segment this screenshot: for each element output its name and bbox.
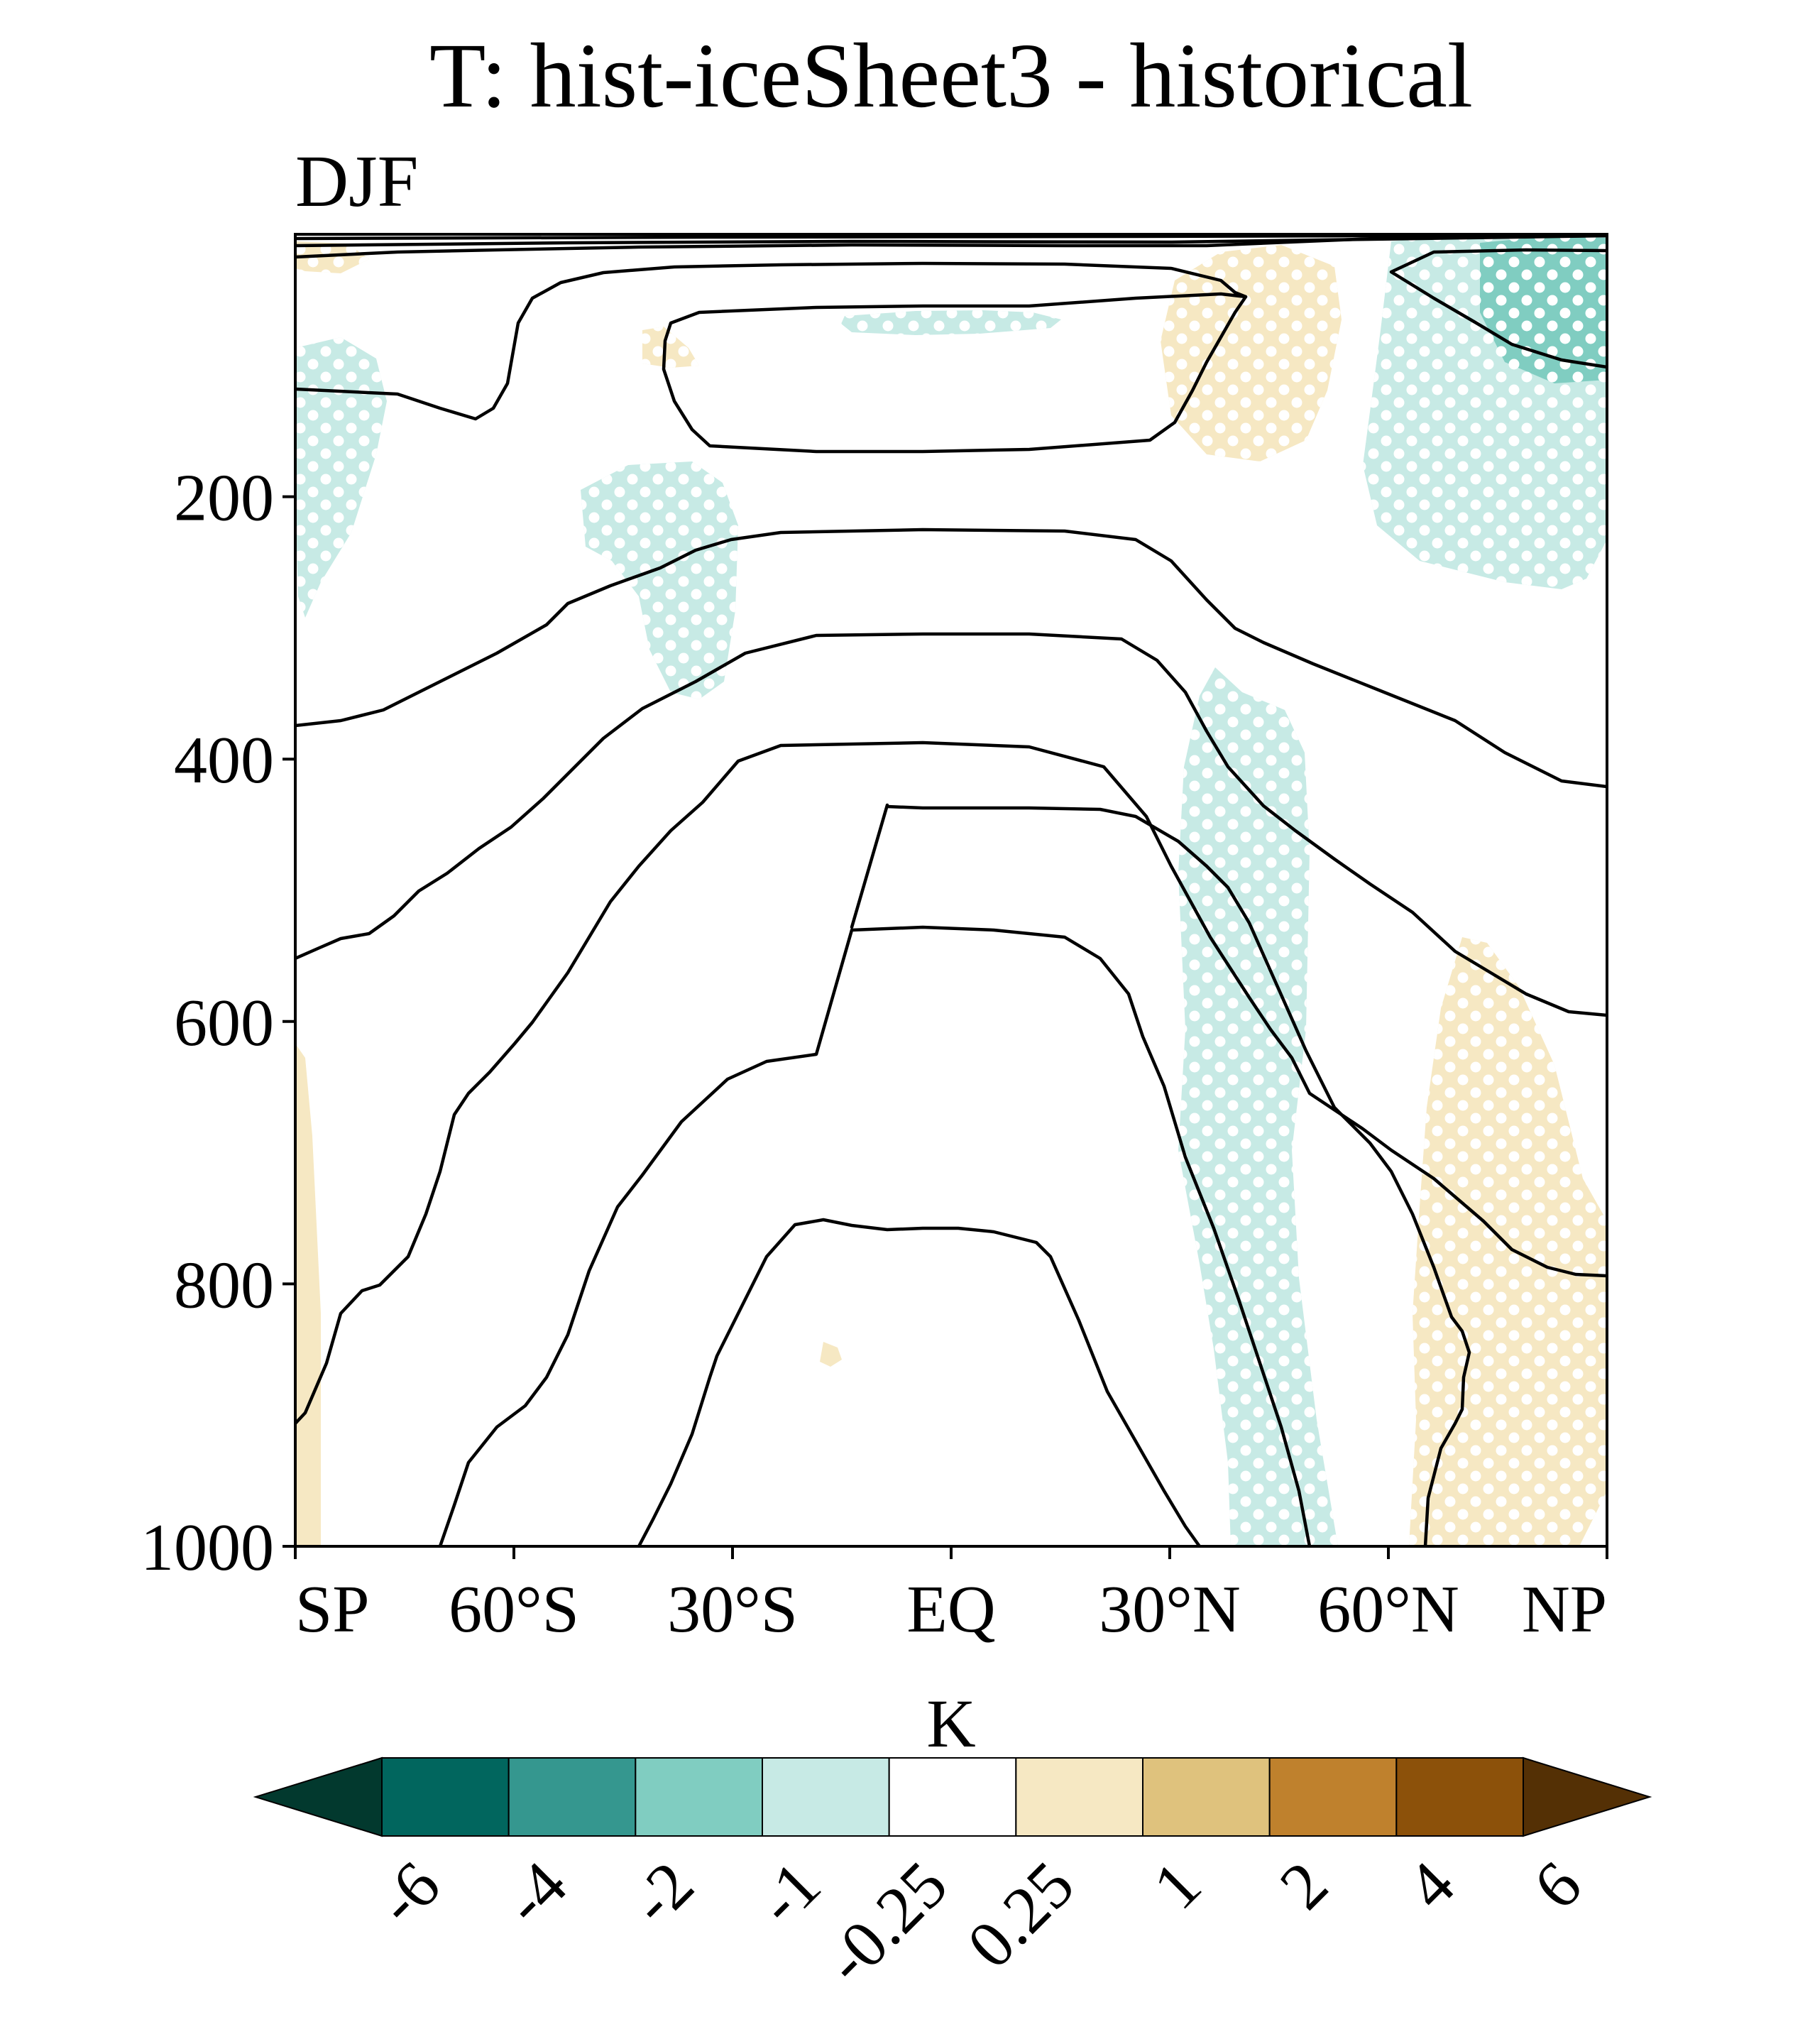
significance-stippling bbox=[295, 236, 1607, 1546]
contour-line bbox=[637, 1218, 1202, 1546]
colorbar-segment bbox=[888, 1757, 1017, 1837]
contour-line bbox=[662, 292, 1248, 454]
colorbar-segment bbox=[1015, 1757, 1144, 1837]
colorbar-tick-label: 0.25 bbox=[953, 1847, 1088, 1982]
colorbar-segment bbox=[1142, 1757, 1271, 1837]
contour-line bbox=[295, 528, 1607, 789]
y-tick-label: 800 bbox=[174, 1248, 274, 1322]
colorbar-segment bbox=[762, 1757, 890, 1837]
x-tick-label: 30°N bbox=[1099, 1573, 1240, 1646]
colorbar-tick-label: -6 bbox=[363, 1847, 454, 1939]
plot-area bbox=[295, 234, 1607, 1546]
stipple-region bbox=[1409, 937, 1607, 1546]
contour-line bbox=[295, 632, 1607, 1017]
contour-line bbox=[1389, 248, 1607, 369]
stipple-region bbox=[295, 241, 369, 273]
stipple-region bbox=[1178, 667, 1338, 1546]
y-axis: 200 400 600 800 1000 bbox=[141, 461, 295, 1585]
stipple-region bbox=[1161, 245, 1342, 461]
x-tick-label: 60°N bbox=[1317, 1573, 1459, 1646]
x-tick-label: 30°S bbox=[667, 1573, 798, 1646]
anomaly-region bbox=[820, 1342, 842, 1367]
stipple-region bbox=[1363, 236, 1607, 589]
colorbar-segment bbox=[1395, 1757, 1525, 1837]
anomaly-region bbox=[295, 1044, 321, 1546]
stipple-region bbox=[841, 310, 1061, 335]
colorbar-segment bbox=[381, 1757, 510, 1837]
colorbar-tick-label: 6 bbox=[1520, 1847, 1596, 1923]
y-tick-label: 1000 bbox=[141, 1511, 274, 1585]
x-tick-label: EQ bbox=[906, 1573, 995, 1646]
colorbar-tick-label: -2 bbox=[616, 1847, 708, 1939]
colorbar-segment bbox=[635, 1757, 763, 1837]
colorbar-segment bbox=[1268, 1757, 1398, 1837]
y-tick-label: 400 bbox=[174, 723, 274, 797]
stipple-region bbox=[642, 327, 699, 368]
colorbar-tick-label: -4 bbox=[490, 1847, 581, 1939]
colorbar-tick-label: 1 bbox=[1139, 1847, 1215, 1923]
colorbar-tick-label: -0.25 bbox=[811, 1847, 961, 1998]
contour-line bbox=[295, 740, 1607, 1426]
stipple-region bbox=[581, 461, 738, 699]
colorbar-label: K bbox=[926, 1685, 975, 1761]
x-tick-label: 60°S bbox=[449, 1573, 579, 1646]
contour-line bbox=[295, 234, 1607, 259]
y-tick-label: 600 bbox=[174, 986, 274, 1060]
contour-line bbox=[850, 803, 1471, 1546]
contour-line bbox=[438, 925, 1312, 1546]
x-tick-label: NP bbox=[1522, 1573, 1607, 1646]
colorbar-segment bbox=[508, 1757, 637, 1837]
colorbar-tick-label: -1 bbox=[743, 1847, 835, 1939]
chart-title: T: hist-iceSheet3 - historical bbox=[429, 25, 1473, 127]
colorbar-tick-label: 2 bbox=[1266, 1847, 1342, 1923]
colorbar: -6 -4 -2 -1-0.250.25 1 2 4 6 bbox=[253, 1756, 1652, 1998]
y-tick-label: 200 bbox=[174, 461, 274, 535]
x-tick-label: SP bbox=[295, 1573, 370, 1646]
contour-line bbox=[295, 261, 1248, 421]
stipple-region bbox=[295, 337, 387, 618]
colorbar-extension-high bbox=[1523, 1756, 1652, 1837]
colorbar-tick-label: 4 bbox=[1393, 1847, 1469, 1923]
season-label: DJF bbox=[295, 141, 418, 222]
colorbar-extension-low bbox=[253, 1756, 383, 1837]
x-axis: SP 60°S 30°S EQ 30°N 60°N NP bbox=[294, 1546, 1608, 1646]
